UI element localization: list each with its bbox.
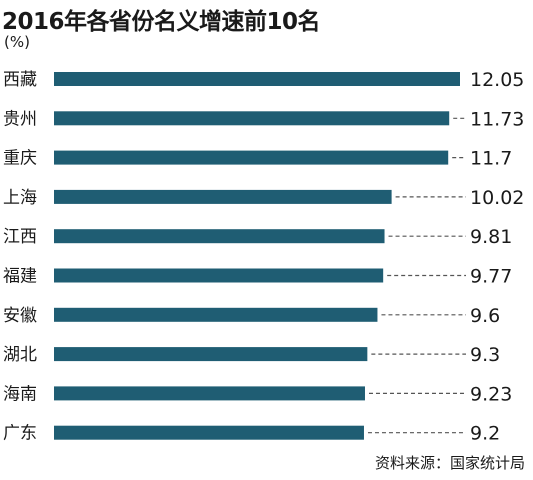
category-label: 西藏: [3, 70, 37, 90]
bar: [54, 268, 384, 283]
bar: [54, 72, 460, 86]
value-label: 9.3: [470, 344, 500, 366]
unit-label: (%): [4, 33, 30, 51]
category-label: 海南: [3, 384, 37, 404]
category-label: 贵州: [3, 109, 37, 129]
value-label: 9.2: [470, 423, 500, 445]
category-label: 广东: [3, 424, 37, 444]
value-label: 9.81: [470, 226, 512, 248]
bar: [54, 307, 378, 322]
value-label: 9.23: [470, 383, 512, 405]
category-label: 江西: [3, 227, 37, 247]
category-label: 福建: [3, 267, 37, 287]
value-label: 11.7: [470, 148, 512, 170]
value-label: 10.02: [470, 187, 524, 209]
category-label: 安徽: [3, 306, 37, 326]
value-label: 11.73: [470, 108, 524, 130]
bar: [54, 150, 449, 165]
value-label: 9.77: [470, 266, 512, 288]
bar: [54, 111, 450, 126]
source-note: 资料来源：国家统计局: [374, 454, 525, 472]
bar: [54, 425, 364, 440]
category-label: 重庆: [3, 149, 37, 169]
category-label: 湖北: [3, 345, 37, 365]
bar: [54, 189, 392, 204]
value-label: 9.6: [470, 305, 500, 327]
chart-title: 2016年各省份名义增速前10名: [2, 9, 321, 35]
value-label: 12.05: [470, 69, 524, 91]
bar: [54, 229, 385, 244]
bar: [54, 386, 365, 401]
bar: [54, 347, 368, 362]
category-label: 上海: [3, 188, 37, 208]
